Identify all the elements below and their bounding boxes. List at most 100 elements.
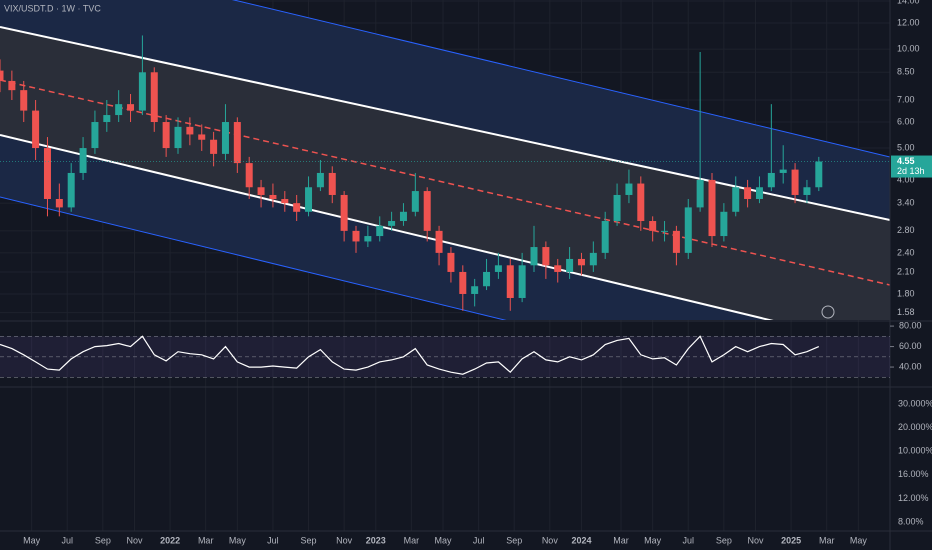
candle-body <box>803 187 811 195</box>
candle-body <box>494 265 502 272</box>
chart-title: VIX/USDT.D · 1W · TVC <box>4 3 101 13</box>
countdown: 2d 13h <box>897 166 925 176</box>
candle-body <box>625 183 633 195</box>
candle-body <box>577 258 585 266</box>
y-tick-label: 1.58 <box>897 307 915 317</box>
candle-body <box>459 271 467 294</box>
x-tick-label: Sep <box>506 535 522 545</box>
x-tick-label: Mar <box>819 535 835 545</box>
candle-body <box>411 191 419 212</box>
x-tick-label: May <box>229 535 247 545</box>
candle-body <box>174 126 182 149</box>
x-tick-label: 2024 <box>571 535 591 545</box>
candle-body <box>566 258 574 272</box>
y-tick-label: 2.80 <box>897 225 915 235</box>
inner-top-line <box>0 26 890 221</box>
candle-body <box>601 221 609 253</box>
candle-body <box>423 191 431 231</box>
x-tick-label: Nov <box>336 535 353 545</box>
candle-body <box>127 104 135 111</box>
candle-body <box>708 179 716 237</box>
candle-body <box>589 252 597 266</box>
channel-drawings <box>0 0 890 320</box>
y-tick-label: 14.00 <box>897 0 920 5</box>
y-tick-label: 12.00 <box>897 17 920 27</box>
candle-body <box>305 187 313 212</box>
candle-body <box>138 72 146 111</box>
y-tick-label: 3.40 <box>897 198 915 208</box>
scale-label: 30.000% <box>898 398 932 408</box>
candle-body <box>8 80 16 91</box>
candle-body <box>399 211 407 222</box>
scale-label: 8.00% <box>898 516 924 526</box>
inner-channel <box>0 27 890 320</box>
candle-body <box>388 221 396 226</box>
candle-body <box>293 203 301 212</box>
x-tick-label: Sep <box>716 535 732 545</box>
candle-body <box>815 161 823 188</box>
candle-body <box>720 211 728 237</box>
y-tick-label: 2.10 <box>897 266 915 276</box>
rsi-line <box>0 335 820 375</box>
candle-body <box>91 122 99 149</box>
candle-body <box>506 265 514 298</box>
candle-body <box>755 187 763 199</box>
x-tick-label: May <box>435 535 453 545</box>
candle-body <box>221 122 229 154</box>
candle-body <box>79 148 87 173</box>
x-tick-label: 2023 <box>366 535 386 545</box>
candle-body <box>554 265 562 272</box>
candle-body <box>376 225 384 237</box>
x-tick-label: May <box>850 535 868 545</box>
inner-bottom-line <box>0 134 774 320</box>
candle-body <box>518 265 526 298</box>
candle-body <box>530 247 538 266</box>
candle-body <box>684 207 692 253</box>
y-tick-label: 8.50 <box>897 67 915 77</box>
candle-body <box>281 198 289 204</box>
candle-body <box>779 169 787 173</box>
x-tick-label: 2022 <box>160 535 180 545</box>
x-tick-label: May <box>644 535 662 545</box>
x-tick-label: Mar <box>198 535 214 545</box>
candle-body <box>245 163 253 188</box>
x-tick-label: Nov <box>126 535 143 545</box>
mid-line <box>0 79 890 286</box>
scale-label: 10.000% <box>898 446 932 456</box>
outer-bottom-line <box>0 196 507 320</box>
candle-body <box>542 247 550 266</box>
candle-body <box>67 172 75 208</box>
candle-body <box>150 72 158 123</box>
candle-body <box>649 221 657 231</box>
candle-body <box>316 172 324 188</box>
last-price-box <box>891 155 932 178</box>
rsi-pane <box>0 335 890 378</box>
x-tick-label: 2025 <box>781 535 801 545</box>
candle-body <box>257 187 265 195</box>
alert-icon[interactable] <box>821 305 835 319</box>
y-tick-label: 5.00 <box>897 142 915 152</box>
x-tick-label: Jul <box>473 535 485 545</box>
candle-body <box>447 252 455 272</box>
candle-body <box>115 104 123 116</box>
scale-label: 12.00% <box>898 493 929 503</box>
scale-label: 16.00% <box>898 469 929 479</box>
candles <box>0 35 823 311</box>
candle-body <box>43 148 51 199</box>
x-tick-label: Sep <box>301 535 317 545</box>
candle-body <box>340 194 348 231</box>
candle-body <box>103 115 111 123</box>
candle-body <box>328 172 336 195</box>
candle-body <box>435 230 443 253</box>
candle-body <box>0 70 4 81</box>
candle-body <box>186 126 194 135</box>
candle-body <box>672 230 680 253</box>
rsi-tick-label: 60.00 <box>899 341 922 351</box>
candle-body <box>696 179 704 208</box>
x-tick-label: Sep <box>95 535 111 545</box>
y-tick-label: 4.00 <box>897 174 915 184</box>
candle-body <box>767 172 775 188</box>
candle-body <box>732 187 740 212</box>
last-price-label: 4.55 <box>897 156 915 166</box>
x-tick-label: Mar <box>404 535 420 545</box>
